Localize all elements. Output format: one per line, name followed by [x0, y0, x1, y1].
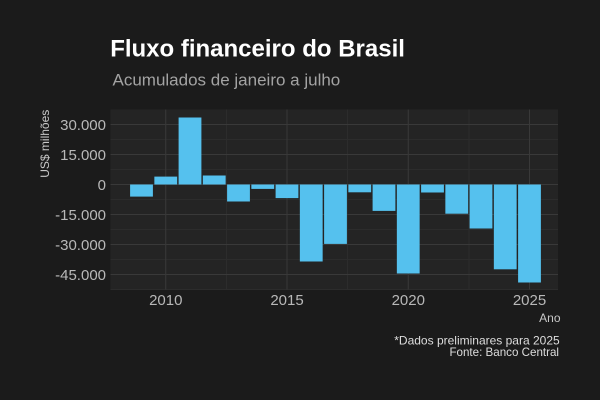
svg-text:2010: 2010 [149, 292, 182, 309]
svg-text:Fluxo financeiro do Brasil: Fluxo financeiro do Brasil [110, 36, 405, 63]
svg-text:-15.000: -15.000 [55, 207, 106, 224]
svg-text:-45.000: -45.000 [55, 267, 106, 284]
svg-text:Fonte: Banco Central: Fonte: Banco Central [449, 346, 559, 359]
svg-text:Ano: Ano [539, 311, 561, 325]
svg-text:US$ milhões: US$ milhões [38, 110, 52, 178]
svg-text:-30.000: -30.000 [55, 237, 106, 254]
svg-text:15.000: 15.000 [60, 147, 106, 164]
svg-text:30.000: 30.000 [60, 117, 106, 134]
svg-text:2025: 2025 [513, 292, 546, 309]
svg-text:2015: 2015 [270, 292, 303, 309]
svg-text:Acumulados de janeiro a julho: Acumulados de janeiro a julho [113, 71, 341, 90]
svg-text:2020: 2020 [392, 292, 425, 309]
svg-text:0: 0 [98, 177, 106, 194]
svg-text:*Dados preliminares para 2025: *Dados preliminares para 2025 [394, 333, 560, 347]
